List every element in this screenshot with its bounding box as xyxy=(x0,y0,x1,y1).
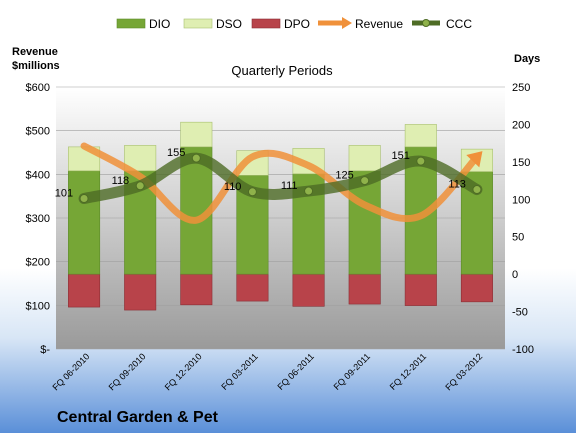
ccc-data-label: 111 xyxy=(281,180,298,192)
bar-dso xyxy=(404,124,437,148)
ccc-point xyxy=(191,153,201,163)
ccc-data-label: 101 xyxy=(55,188,73,200)
legend-marker-ccc xyxy=(422,19,430,27)
legend-arrow-revenue xyxy=(342,17,352,29)
revenue-arrowhead xyxy=(466,151,483,168)
legend-label-ccc: CCC xyxy=(446,17,472,31)
lines: 101 118 155 110 111 125 151 113 xyxy=(55,142,483,224)
right-tick-label: 250 xyxy=(512,82,530,94)
legend-label-revenue: Revenue xyxy=(355,17,403,31)
ccc-data-label: 113 xyxy=(448,179,466,191)
ccc-point xyxy=(247,187,257,197)
right-tick-label: -100 xyxy=(512,344,534,356)
left-tick-label: $- xyxy=(40,344,50,356)
bar-dso xyxy=(180,121,213,148)
right-tick-label: 150 xyxy=(512,157,530,169)
bar-dpo xyxy=(348,273,381,305)
bar-dpo xyxy=(292,273,325,307)
legend: DIO DSO DPO Revenue CCC xyxy=(116,17,472,31)
legend-label-dso: DSO xyxy=(216,17,242,31)
bar-dpo xyxy=(460,273,493,303)
bar-dso xyxy=(348,145,381,172)
right-tick-label: 50 xyxy=(512,232,524,244)
ccc-point xyxy=(304,186,314,196)
ccc-point xyxy=(135,181,145,191)
left-axis-label-line1: Revenue xyxy=(12,46,58,58)
company-name: Central Garden & Pet xyxy=(57,409,219,426)
legend-swatch-dso xyxy=(183,18,213,29)
ccc-data-label: 110 xyxy=(224,181,242,193)
ccc-point xyxy=(79,194,89,204)
ccc-point xyxy=(416,156,426,166)
left-tick-label: $600 xyxy=(26,82,50,94)
ccc-point xyxy=(360,176,370,186)
left-axis-label-line2: $millions xyxy=(12,60,60,72)
ccc-data-label: 125 xyxy=(335,170,353,182)
left-tick-label: $400 xyxy=(26,169,50,181)
chart-title: Quarterly Periods xyxy=(231,63,333,78)
bar-dpo xyxy=(404,273,437,306)
legend-label-dpo: DPO xyxy=(284,17,310,31)
bar-dpo xyxy=(236,273,269,302)
ccc-data-label: 118 xyxy=(112,175,130,187)
ccc-data-label: 151 xyxy=(391,150,409,162)
ccc-point xyxy=(472,185,482,195)
legend-label-dio: DIO xyxy=(149,17,170,31)
legend-swatch-dpo xyxy=(251,18,281,29)
right-tick-label: -50 xyxy=(512,307,528,319)
bar-dpo xyxy=(180,273,213,306)
left-tick-label: $500 xyxy=(26,126,50,138)
left-tick-label: $100 xyxy=(26,300,50,312)
legend-swatch-dio xyxy=(116,18,146,29)
left-tick-label: $200 xyxy=(26,257,50,269)
bar-dpo xyxy=(124,273,157,311)
right-tick-label: 0 xyxy=(512,269,518,281)
bar-dpo xyxy=(68,273,101,308)
right-tick-label: 100 xyxy=(512,194,530,206)
bar-dio xyxy=(68,170,101,275)
right-axis-label: Days xyxy=(514,53,540,65)
bar-dso xyxy=(124,145,157,172)
ccc-data-label: 155 xyxy=(167,147,185,159)
left-tick-label: $300 xyxy=(26,213,50,225)
right-tick-label: 200 xyxy=(512,119,530,131)
